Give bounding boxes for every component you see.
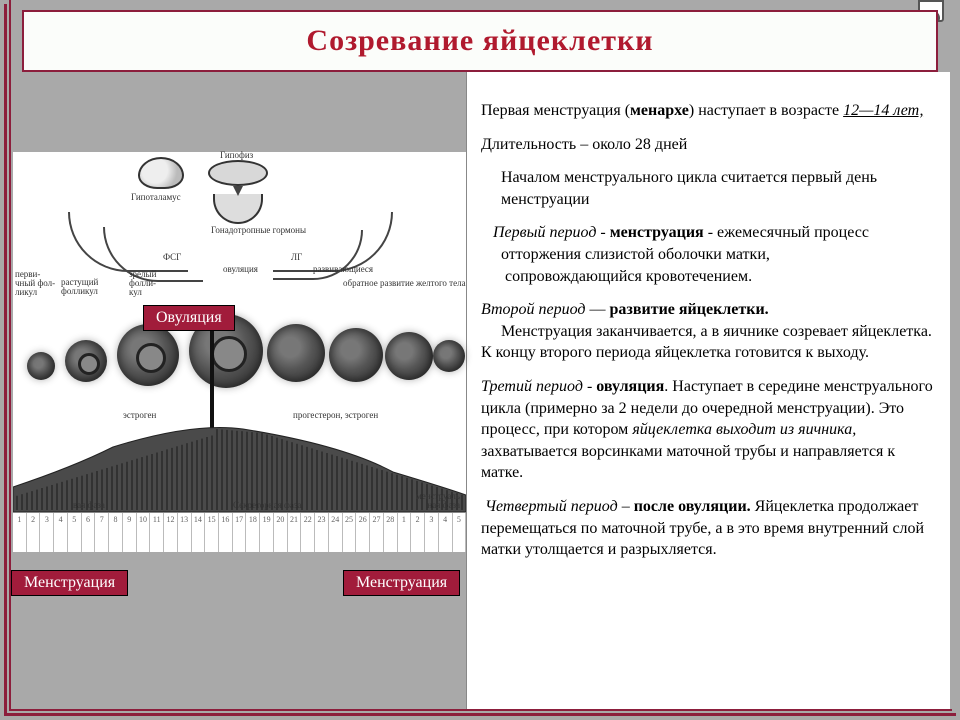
- hypothalamus-shape: [138, 157, 184, 189]
- day-cell: 24: [329, 513, 343, 552]
- lh-label: ЛГ: [291, 252, 302, 262]
- follicle: [267, 324, 325, 382]
- day-cell: 6: [82, 513, 96, 552]
- follicle-row: [13, 302, 466, 402]
- regression-label: обратное развитие желтого тела: [343, 278, 466, 288]
- day-cell: 16: [219, 513, 233, 552]
- menstruation-right-tag: Менструация: [343, 570, 460, 596]
- day-timeline: 1234567891011121314151617181920212223242…: [13, 512, 466, 552]
- day-cell: 14: [192, 513, 206, 552]
- day-cell: 5: [453, 513, 467, 552]
- para-period-2: Второй период — развитие яйцеклетки. Мен…: [481, 299, 936, 364]
- day-cell: 27: [370, 513, 384, 552]
- follicle: [433, 340, 465, 372]
- follicle: [65, 340, 107, 382]
- title-box: Созревание яйцеклетки: [22, 10, 938, 72]
- day-cell: 3: [425, 513, 439, 552]
- follicle: [385, 332, 433, 380]
- primary-follicle-label: перви- чный фол- ликул: [15, 270, 55, 297]
- hypothalamus-label: Гипоталамус: [131, 192, 181, 202]
- cycle-diagram: Гипоталамус Гипофиз Гонадотропные гормон…: [13, 152, 466, 552]
- gonadotropic-label: Гонадотропные гормоны: [211, 226, 269, 235]
- day-cell: 26: [356, 513, 370, 552]
- day-cell: 18: [246, 513, 260, 552]
- day-cell: 11: [150, 513, 164, 552]
- day-cell: 7: [95, 513, 109, 552]
- day-cell: 8: [109, 513, 123, 552]
- follicle: [117, 324, 179, 386]
- para-period-1: Первый период - менструация - ежемесячны…: [481, 222, 936, 287]
- para-cycle-start: Началом менструального цикла считается п…: [481, 167, 936, 210]
- day-cell: 1: [13, 513, 27, 552]
- day-cell: 20: [274, 513, 288, 552]
- day-cell: 22: [301, 513, 315, 552]
- day-cell: 5: [68, 513, 82, 552]
- endometrium-chart: [13, 417, 466, 512]
- para-menarche: Первая менструация (менархе) наступает в…: [481, 100, 936, 122]
- gonadotropin-shape: [213, 194, 263, 224]
- phase-mid-label: Секреторная фаза: [233, 500, 301, 510]
- day-cell: 1: [398, 513, 412, 552]
- ovulation-tag: Овуляция: [143, 305, 235, 331]
- day-cell: 10: [137, 513, 151, 552]
- ovulation-small-label: овуляция: [223, 264, 258, 274]
- day-cell: 23: [315, 513, 329, 552]
- para-period-3: Третий период - овуляция. Наступает в се…: [481, 376, 936, 484]
- pituitary-label: Гипофиз: [220, 150, 253, 160]
- follicle: [27, 352, 55, 380]
- mature-follicle-label: зрелый фолли- кул: [129, 270, 156, 297]
- day-cell: 2: [27, 513, 41, 552]
- text-panel: Первая менструация (менархе) наступает в…: [466, 72, 950, 709]
- hpg-axis: Гипоталамус Гипофиз Гонадотропные гормон…: [13, 152, 466, 282]
- day-cell: 12: [164, 513, 178, 552]
- arrow-hp-to-pit: [233, 186, 243, 196]
- day-cell: 4: [54, 513, 68, 552]
- day-cell: 2: [411, 513, 425, 552]
- day-cell: 17: [233, 513, 247, 552]
- diagram-panel: Гипоталамус Гипофиз Гонадотропные гормон…: [13, 72, 466, 709]
- day-cell: 28: [384, 513, 398, 552]
- day-cell: 3: [40, 513, 54, 552]
- phase-left-label: вая фаза: [73, 500, 105, 510]
- slide-title: Созревание яйцеклетки: [306, 24, 653, 58]
- day-cell: 19: [260, 513, 274, 552]
- fsh-label: ФСГ: [163, 252, 181, 262]
- para-period-4: Четвертый период – после овуляции. Яйцек…: [481, 496, 936, 561]
- day-cell: 9: [123, 513, 137, 552]
- growing-follicle-label: растущий фолликул: [61, 278, 98, 296]
- day-cell: 21: [288, 513, 302, 552]
- pituitary-shape: [208, 160, 268, 186]
- day-cell: 15: [205, 513, 219, 552]
- day-cell: 13: [178, 513, 192, 552]
- day-cell: 25: [343, 513, 357, 552]
- menstruation-left-tag: Менструация: [11, 570, 128, 596]
- day-cell: 4: [439, 513, 453, 552]
- content-area: Гипоталамус Гипофиз Гонадотропные гормон…: [13, 72, 950, 709]
- phase-right-label: менструаль ная фаза: [416, 492, 460, 510]
- follicle: [329, 328, 383, 382]
- para-duration: Длительность – около 28 дней: [481, 134, 936, 156]
- developing-label: развивающиеся: [313, 264, 373, 274]
